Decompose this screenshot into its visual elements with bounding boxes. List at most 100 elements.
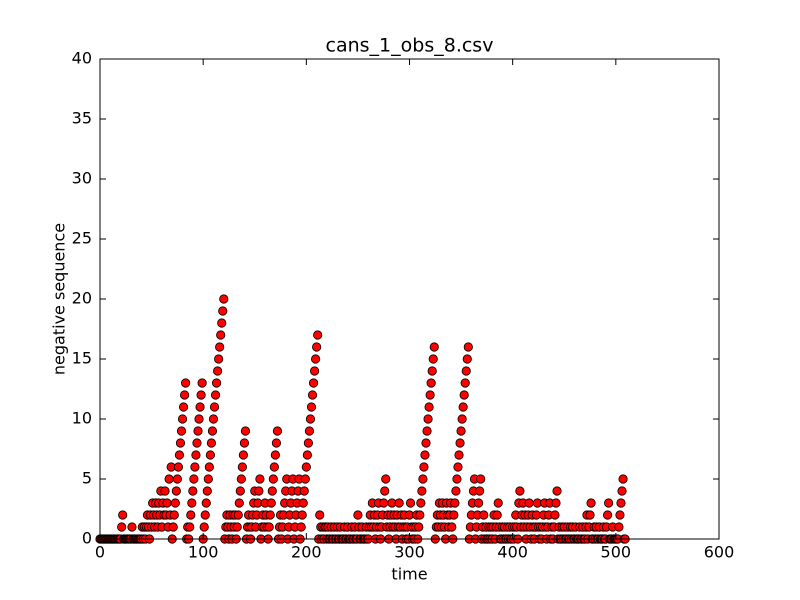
- scatter-point: [300, 474, 310, 484]
- scatter-point: [187, 498, 197, 508]
- scatter-point: [191, 450, 201, 460]
- scatter-point: [239, 438, 250, 448]
- scatter-point: [234, 498, 244, 508]
- scatter-point: [423, 414, 433, 424]
- scatter-point: [414, 522, 424, 532]
- scatter-point: [171, 486, 181, 496]
- x-tick-label: 100: [188, 543, 219, 562]
- scatter-point: [380, 486, 390, 496]
- scatter-point: [213, 366, 223, 376]
- scatter-point: [202, 486, 212, 496]
- scatter-point: [219, 294, 229, 304]
- scatter-point: [415, 510, 425, 520]
- scatter-point: [238, 450, 249, 460]
- scatter-point: [173, 462, 184, 472]
- y-tick-label: 40: [72, 49, 92, 68]
- scatter-point: [381, 474, 391, 484]
- scatter-point: [186, 510, 196, 520]
- y-axis-label: negative sequence: [50, 223, 69, 375]
- x-tick-label: 500: [601, 543, 632, 562]
- scatter-point: [200, 510, 210, 520]
- scatter-point: [602, 510, 613, 520]
- scatter-point: [118, 510, 128, 520]
- scatter-point: [419, 462, 429, 472]
- scatter-point: [164, 474, 174, 484]
- scatter-point: [394, 498, 404, 508]
- scatter-point: [462, 354, 472, 364]
- scatter-point: [302, 450, 312, 460]
- chart-title: cans_1_obs_8.csv: [326, 35, 494, 57]
- scatter-point: [425, 390, 435, 400]
- scatter-point: [458, 402, 468, 412]
- scatter-point: [604, 498, 614, 508]
- scatter-point: [450, 498, 460, 508]
- scatter-point: [265, 510, 275, 520]
- scatter-point: [189, 474, 199, 484]
- scatter-point: [461, 366, 471, 376]
- x-tick-label: 400: [497, 543, 528, 562]
- scatter-point: [196, 390, 206, 400]
- scatter-point: [586, 498, 596, 508]
- scatter-point: [305, 414, 316, 424]
- scatter-point: [117, 522, 127, 532]
- scatter-point: [214, 354, 224, 364]
- scatter-point: [176, 426, 187, 436]
- scatter-point: [449, 510, 459, 520]
- scatter-point: [479, 510, 489, 520]
- y-tick-label: 35: [72, 109, 92, 128]
- x-axis-label: time: [391, 565, 427, 584]
- scatter-point: [416, 498, 426, 508]
- scatter-point: [168, 522, 178, 532]
- scatter-point: [272, 426, 283, 436]
- scatter-point: [188, 486, 198, 496]
- scatter-point: [235, 486, 245, 496]
- scatter-point: [267, 486, 277, 496]
- scatter-point: [453, 462, 463, 472]
- scatter-point: [192, 438, 202, 448]
- scatter-point: [301, 462, 311, 472]
- scatter-point: [459, 390, 469, 400]
- scatter-point: [420, 450, 430, 460]
- scatter-point: [205, 450, 215, 460]
- x-tick-label: 300: [394, 543, 425, 562]
- scatter-point: [297, 510, 307, 520]
- scatter-point: [405, 498, 416, 508]
- scatter-point: [616, 498, 626, 508]
- scatter-point: [172, 474, 182, 484]
- scatter-point: [174, 450, 185, 460]
- scatter-point: [452, 474, 462, 484]
- scatter-point: [201, 498, 211, 508]
- scatter-point: [475, 486, 485, 496]
- y-tick-label: 30: [72, 169, 92, 188]
- scatter-point: [617, 486, 627, 496]
- scatter-point: [460, 378, 470, 388]
- scatter-point: [476, 474, 486, 484]
- scatter-point: [170, 498, 180, 508]
- scatter-point: [179, 390, 190, 400]
- scatter-point: [551, 498, 561, 508]
- scatter-point: [304, 426, 315, 436]
- scatter-point: [240, 426, 251, 436]
- scatter-point: [169, 510, 179, 520]
- scatter-point: [299, 486, 309, 496]
- scatter-point: [203, 474, 213, 484]
- scatter-point: [474, 498, 484, 508]
- scatter-point: [353, 510, 363, 520]
- scatter-point: [181, 378, 191, 388]
- scatter-point: [457, 414, 467, 424]
- scatter-point: [313, 330, 323, 340]
- scatter-point: [197, 378, 207, 388]
- y-tick-label: 20: [72, 289, 92, 308]
- scatter-point: [585, 510, 595, 520]
- scatter-point: [454, 450, 464, 460]
- scatter-point: [268, 474, 278, 484]
- scatter-point: [515, 486, 525, 496]
- scatter-point: [210, 390, 221, 400]
- scatter-point: [307, 390, 318, 400]
- scatter-point: [421, 438, 431, 448]
- scatter-point: [429, 342, 439, 352]
- scatter-point: [217, 318, 227, 328]
- scatter-point: [427, 366, 437, 376]
- scatter-point: [308, 378, 319, 388]
